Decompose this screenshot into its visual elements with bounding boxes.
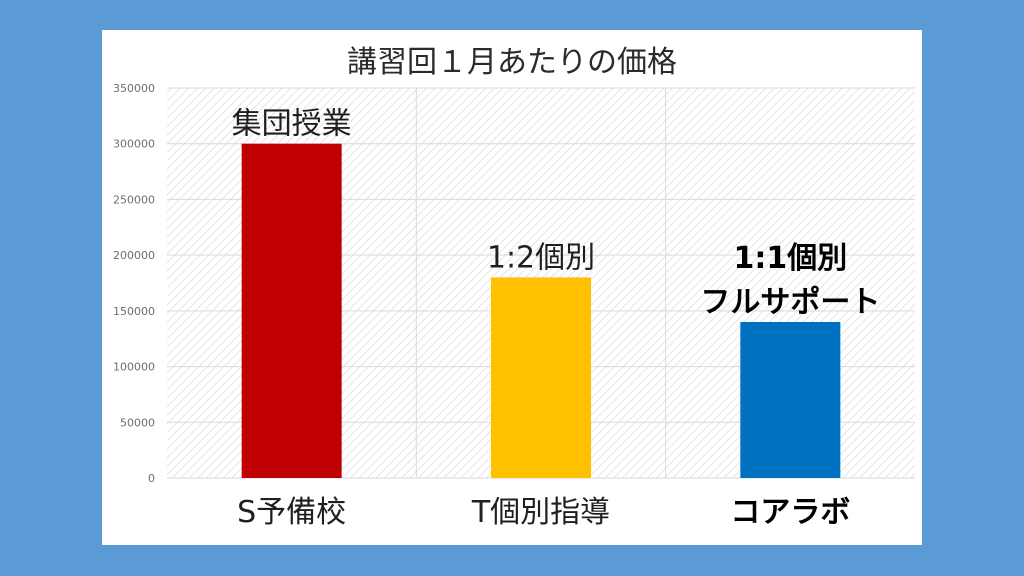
y-tick-label-6: 300000 [113,138,155,151]
chart-card: 講習回１月あたりの価格 0 50000 100000 150000 200000 2500… [102,30,922,545]
bar-chart: 講習回１月あたりの価格 0 50000 100000 150000 200000 2500… [113,45,915,530]
y-tick-label-3: 150000 [113,305,155,318]
data-label-1-0: 1:2個別 [487,240,595,275]
bar-2 [740,322,841,478]
category-label-0: S予備校 [237,495,346,530]
y-tick-label-2: 100000 [113,361,155,374]
bar-0 [241,143,342,478]
category-label-1: T個別指導 [471,495,610,530]
y-tick-label-1: 50000 [120,416,155,429]
category-label-2: コアラボ [730,495,850,530]
y-tick-label-0: 0 [148,472,155,485]
data-label-2-1: フルサポート [700,285,880,320]
data-label-0-0: 集団授業 [232,107,352,142]
y-tick-label-5: 250000 [113,193,155,206]
data-label-2-0: 1:1個別 [733,241,847,276]
y-tick-label-7: 350000 [113,82,155,95]
y-tick-label-4: 200000 [113,249,155,262]
chart-title: 講習回１月あたりの価格 [347,45,677,80]
bar-1 [491,277,591,478]
